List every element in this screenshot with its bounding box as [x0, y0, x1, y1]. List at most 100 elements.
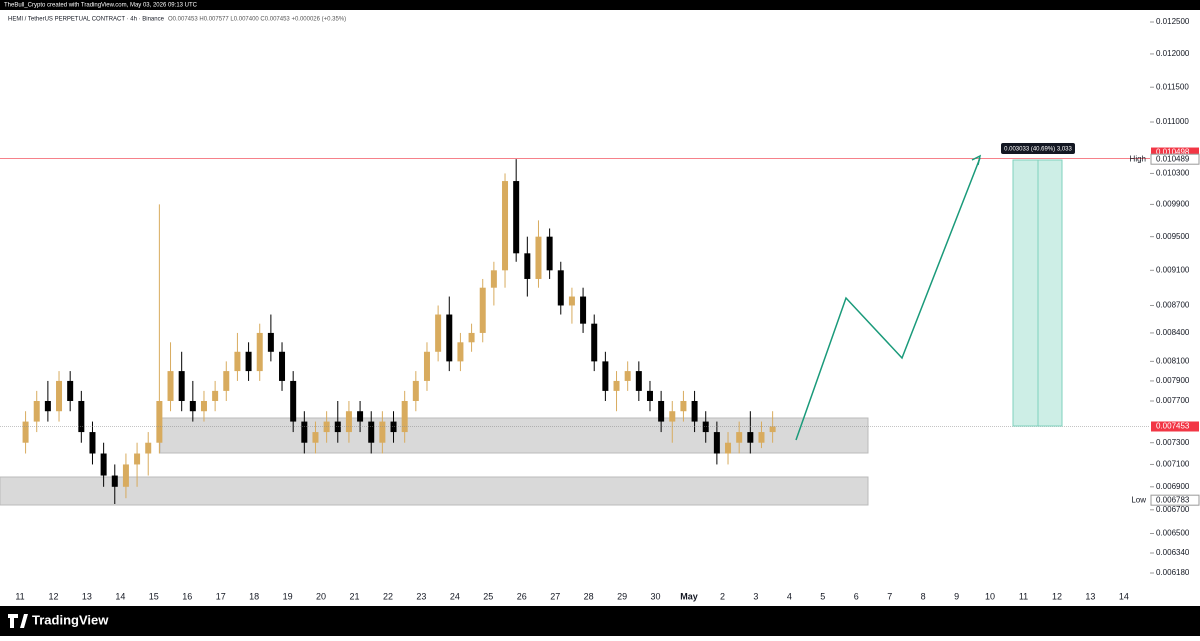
- y-tick-label: 0.012500: [1156, 17, 1190, 26]
- y-tick-label: 0.011500: [1156, 82, 1189, 91]
- candle-body: [256, 332, 263, 372]
- candle-body: [134, 453, 141, 465]
- x-tick-label: 13: [1085, 591, 1095, 601]
- high-label-bg: [1150, 153, 1200, 165]
- alert-label: 0.010498: [1156, 148, 1190, 157]
- x-tick-label: May: [680, 591, 698, 601]
- ohlc-legend: O0.007453 H0.007577 L0.007400 C0.007453 …: [168, 17, 346, 23]
- candle-body: [557, 270, 564, 306]
- y-tick-label: 0.009900: [1156, 200, 1190, 209]
- x-tick-label: 25: [483, 591, 493, 601]
- candle-body: [200, 400, 207, 412]
- x-tick-label: 13: [82, 591, 92, 601]
- candle-body: [145, 442, 152, 454]
- symbol-title: HEMI / TetherUS PERPETUAL CONTRACT · 4h …: [8, 17, 165, 23]
- candle-body: [613, 380, 620, 391]
- y-tick-label: 0.006340: [1156, 548, 1190, 557]
- y-tick-label: 0.008100: [1156, 356, 1190, 365]
- candle-body: [758, 432, 765, 443]
- candle-body: [156, 400, 163, 443]
- candle-body: [702, 421, 709, 433]
- x-tick-label: 2: [720, 591, 725, 601]
- candle-body: [279, 351, 286, 381]
- x-tick-label: 11: [1019, 591, 1028, 601]
- candle-body: [100, 453, 107, 476]
- candle-body: [122, 464, 129, 487]
- x-tick-label: 12: [48, 591, 58, 601]
- x-tick-label: 20: [316, 591, 326, 601]
- header: TheBull_Crypto created with TradingView.…: [4, 3, 198, 9]
- candle-body: [602, 361, 609, 391]
- x-tick-label: 9: [954, 591, 959, 601]
- demand-zone: [0, 476, 869, 506]
- y-tick-label: 0.007900: [1156, 376, 1190, 385]
- candle-body: [580, 296, 587, 324]
- measure-label-bg: [1001, 143, 1075, 154]
- y-tick-label: 0.007700: [1156, 396, 1190, 405]
- high-name: High: [1130, 154, 1146, 163]
- candle-body: [334, 421, 341, 433]
- candle-body: [44, 400, 51, 412]
- candle-body: [725, 442, 732, 454]
- y-tick-label: 0.008700: [1156, 301, 1190, 310]
- x-tick-label: 8: [921, 591, 926, 601]
- y-tick-label: 0.009500: [1156, 232, 1190, 241]
- top-bar: [0, 0, 1200, 10]
- candle-body: [33, 400, 40, 422]
- x-tick-label: 24: [450, 591, 460, 601]
- candle-body: [446, 314, 453, 362]
- candle-body: [67, 380, 74, 401]
- x-tick-label: 22: [383, 591, 393, 601]
- x-tick-label: 19: [283, 591, 293, 601]
- y-tick-label: 0.011000: [1156, 117, 1189, 126]
- x-tick-label: 12: [1052, 591, 1062, 601]
- candle-body: [267, 332, 274, 352]
- y-tick-label: 0.009100: [1156, 265, 1190, 274]
- candle-body: [568, 296, 575, 306]
- last-price-label: 0.007453: [1156, 422, 1190, 431]
- candle-body: [658, 400, 665, 422]
- x-tick-label: 15: [149, 591, 159, 601]
- candle-body: [22, 421, 29, 443]
- candle-body: [178, 371, 185, 401]
- x-tick-label: 14: [115, 591, 125, 601]
- candle-body: [769, 426, 776, 433]
- x-tick-label: 28: [584, 591, 594, 601]
- x-tick-label: 6: [854, 591, 859, 601]
- candle-body: [56, 380, 63, 412]
- candle-body: [524, 253, 531, 279]
- x-tick-label: 16: [182, 591, 192, 601]
- candle-body: [223, 371, 230, 391]
- x-tick-label: 18: [249, 591, 259, 601]
- candle-body: [78, 400, 85, 433]
- y-tick-label: 0.006180: [1156, 568, 1190, 577]
- x-tick-label: 21: [349, 591, 359, 601]
- candle-body: [457, 342, 464, 362]
- candle-body: [368, 421, 375, 443]
- candle-body: [490, 270, 497, 288]
- x-tick-label: 5: [820, 591, 825, 601]
- candle-body: [323, 421, 330, 433]
- low-label-bg: [1150, 494, 1200, 506]
- candle-body: [290, 380, 297, 422]
- candle-body: [167, 371, 174, 401]
- x-tick-label: 27: [550, 591, 560, 601]
- candle-body: [189, 400, 196, 412]
- candle-body: [736, 432, 743, 443]
- y-tick-label: 0.010300: [1156, 169, 1190, 178]
- candle-body: [245, 351, 252, 372]
- projection-path: [795, 157, 981, 441]
- candle-body: [468, 332, 475, 343]
- x-tick-label: 4: [787, 591, 792, 601]
- candle-body: [423, 351, 430, 381]
- candle-body: [390, 421, 397, 433]
- candle-body: [546, 236, 553, 271]
- candle-body: [691, 400, 698, 422]
- candle-body: [646, 390, 653, 401]
- x-tick-label: 23: [416, 591, 426, 601]
- bottom-bar: [0, 606, 1200, 636]
- candle-body: [357, 411, 364, 422]
- x-tick-label: 11: [15, 591, 24, 601]
- candle-body: [513, 181, 520, 254]
- candle-body: [624, 371, 631, 381]
